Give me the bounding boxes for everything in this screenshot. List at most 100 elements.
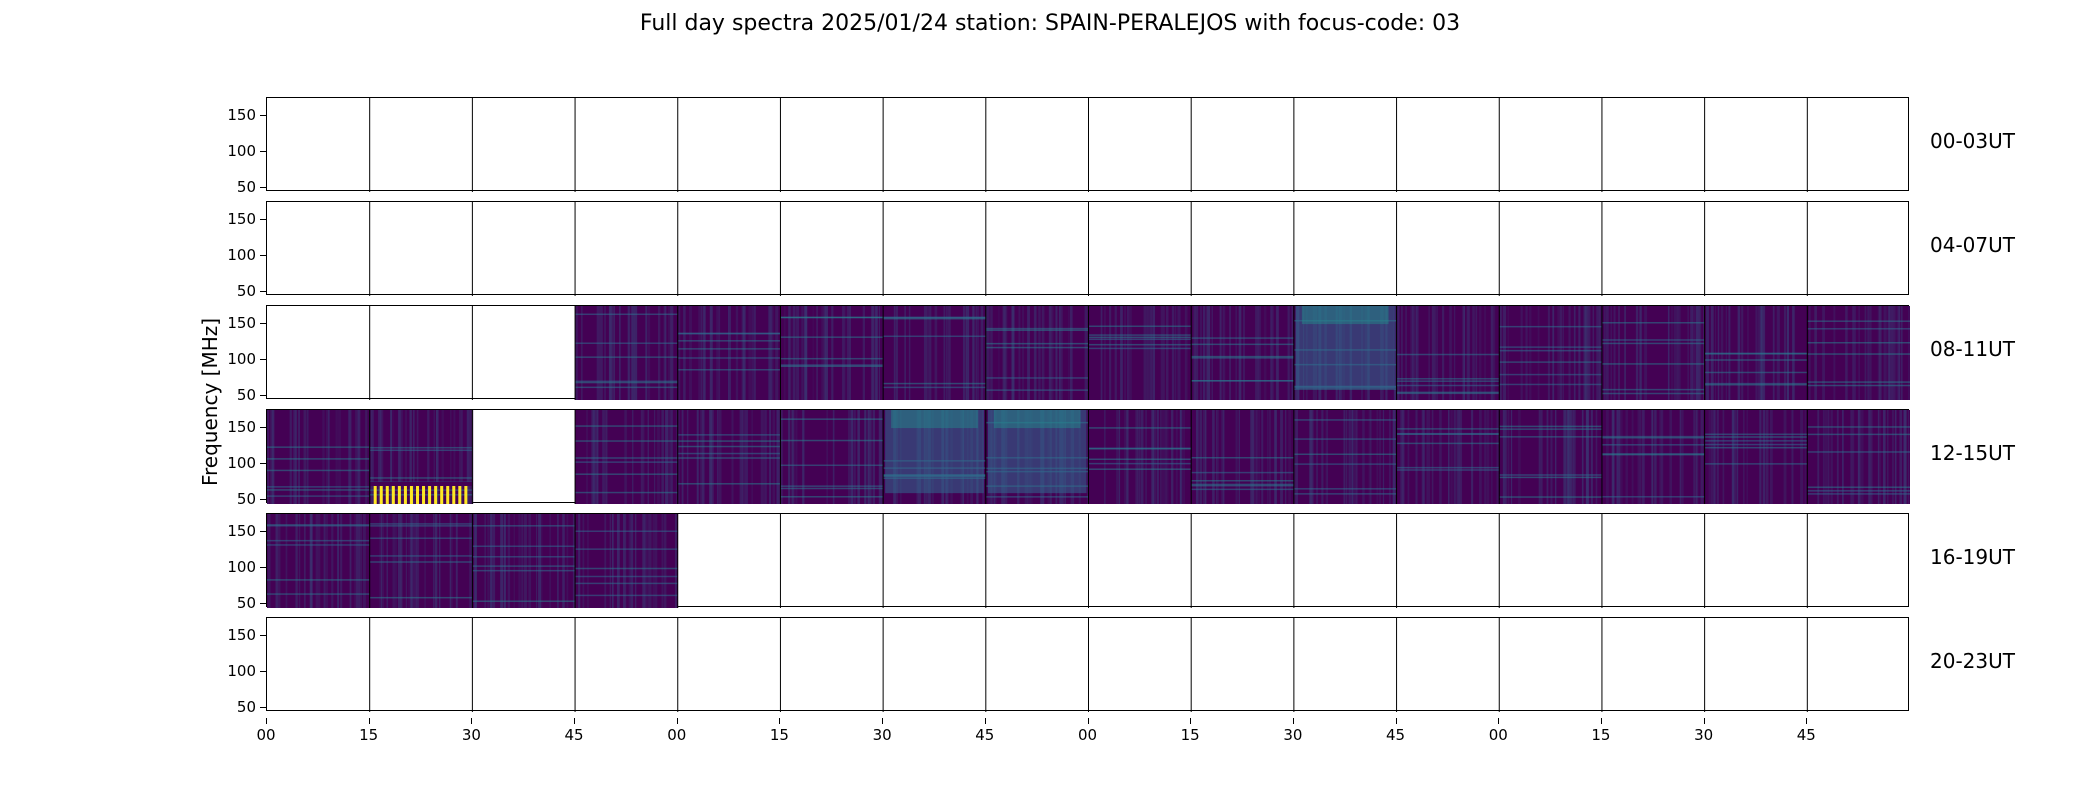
y-tick-label: 150 <box>227 626 256 645</box>
y-tick-mark <box>260 635 266 637</box>
y-tick-label: 150 <box>227 106 256 125</box>
y-tick-mark <box>260 463 266 465</box>
x-tick-label: 45 <box>1386 726 1406 744</box>
x-tick-label: 30 <box>1694 726 1714 744</box>
spectrum-cell <box>267 410 371 504</box>
spectrum-cell <box>985 306 1089 400</box>
x-tick-label: 15 <box>1180 726 1200 744</box>
spectra-row <box>266 617 1909 712</box>
x-tick-label: 00 <box>1488 726 1508 744</box>
x-tick-label: 15 <box>359 726 379 744</box>
spectrum-cell <box>985 410 1091 504</box>
y-tick-mark <box>260 255 266 257</box>
spectrum-cell <box>267 514 370 608</box>
spectrum-cell <box>1190 306 1294 400</box>
x-tick-mark <box>1600 718 1602 724</box>
spectrum-cell <box>1088 306 1192 400</box>
spectrum-cell <box>882 306 986 400</box>
spectrum-cell <box>1601 306 1706 400</box>
x-tick-mark <box>676 718 678 724</box>
spectrum-cell <box>1190 410 1294 504</box>
x-tick-label: 45 <box>1796 726 1816 744</box>
y-tick-mark <box>260 187 266 189</box>
y-tick-label: 100 <box>227 454 256 473</box>
x-tick-label: 15 <box>1591 726 1611 744</box>
x-tick-mark <box>882 718 884 724</box>
row-label: 00-03UT <box>1930 129 2015 153</box>
y-tick-label: 150 <box>227 314 256 333</box>
x-tick-mark <box>1395 718 1397 724</box>
spectrum-cell <box>1498 306 1602 400</box>
spectra-row-plot <box>267 410 1910 504</box>
spectrum-cell <box>1088 410 1192 504</box>
row-label: 12-15UT <box>1930 441 2015 465</box>
x-tick-mark <box>266 718 267 724</box>
spectrum-cell <box>1601 410 1705 504</box>
y-tick-mark <box>260 395 266 397</box>
x-tick-label: 00 <box>1077 726 1098 744</box>
y-tick-mark <box>260 151 266 153</box>
spectrum-cell <box>1293 306 1399 400</box>
spectra-row <box>266 305 1910 400</box>
x-tick-label: 00 <box>256 726 276 744</box>
spectrum-cell <box>1806 306 1910 400</box>
x-tick-mark <box>1087 718 1089 724</box>
spectra-row-plot <box>369 202 1808 296</box>
y-tick-mark <box>260 567 266 569</box>
row-label: 04-07UT <box>1930 233 2015 257</box>
y-tick-label: 50 <box>236 386 256 405</box>
y-tick-mark <box>260 427 266 429</box>
x-tick-mark <box>1190 718 1192 724</box>
spectrum-cell <box>574 514 678 608</box>
row-label: 08-11UT <box>1930 337 2015 361</box>
y-tick-label: 50 <box>236 698 256 717</box>
x-tick-mark <box>779 718 781 724</box>
spectrum-cell <box>779 410 884 504</box>
spectrum-cell <box>1293 410 1397 504</box>
x-tick-mark <box>1292 718 1294 724</box>
spectrum-cell <box>779 306 884 400</box>
spectrum-cell <box>1396 306 1500 400</box>
spectrum-cell <box>574 410 678 504</box>
spectrum-cell <box>1806 410 1910 504</box>
spectra-row-plot <box>267 514 1808 608</box>
spectrum-cell <box>1498 410 1603 504</box>
x-tick-mark <box>1498 718 1500 724</box>
y-tick-label: 50 <box>236 282 256 301</box>
spectra-row <box>266 97 1909 192</box>
y-tick-label: 50 <box>236 594 256 613</box>
y-tick-label: 50 <box>236 490 256 509</box>
x-tick-label: 15 <box>769 726 789 744</box>
y-tick-label: 150 <box>227 418 256 437</box>
x-tick-mark <box>1806 718 1808 724</box>
y-tick-mark <box>260 707 266 709</box>
x-tick-label: 45 <box>975 726 995 744</box>
x-tick-label: 00 <box>667 726 687 744</box>
y-tick-label: 100 <box>227 142 256 161</box>
y-tick-mark <box>260 323 266 325</box>
y-tick-mark <box>260 115 266 117</box>
y-tick-mark <box>260 671 266 673</box>
x-tick-mark <box>1703 718 1705 724</box>
spectrum-cell <box>574 306 678 400</box>
y-tick-label: 100 <box>227 246 256 265</box>
spectra-row-plot <box>369 618 1808 712</box>
x-tick-mark <box>984 718 986 724</box>
y-tick-label: 150 <box>227 522 256 541</box>
spectrum-cell <box>471 514 576 608</box>
spectrum-cell <box>1396 410 1502 504</box>
spectrum-cell <box>369 410 474 504</box>
y-tick-label: 100 <box>227 350 256 369</box>
y-tick-mark <box>260 531 266 533</box>
spectrum-cell <box>677 410 781 504</box>
y-tick-label: 50 <box>236 178 256 197</box>
x-tick-label: 30 <box>1283 726 1303 744</box>
y-tick-label: 100 <box>227 662 256 681</box>
y-tick-mark <box>260 219 266 221</box>
x-tick-label: 30 <box>872 726 892 744</box>
x-tick-label: 45 <box>564 726 584 744</box>
x-tick-mark <box>574 718 576 724</box>
spectrum-cell <box>677 306 781 400</box>
spectra-row <box>266 513 1909 608</box>
x-tick-label: 30 <box>461 726 481 744</box>
